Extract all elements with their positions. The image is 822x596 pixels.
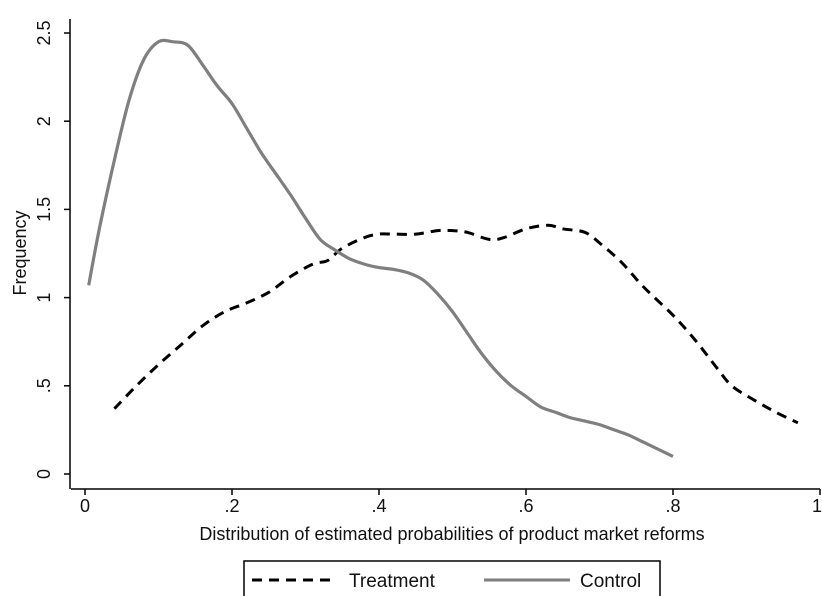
legend-frame [243, 560, 661, 596]
axes: 0 .2 .4 .6 .8 1 0 .5 1 1.5 2 2.5 [34, 19, 822, 516]
legend: Treatment Control [243, 560, 661, 596]
x-tick-label: .6 [518, 496, 533, 516]
x-tick-label: .2 [224, 496, 239, 516]
y-tick-label: .5 [34, 378, 54, 393]
x-tick-label: 1 [812, 496, 822, 516]
y-tick-label: 0 [34, 469, 54, 479]
x-tick-label: .8 [665, 496, 680, 516]
y-tick-label: 2 [34, 116, 54, 126]
x-tick-label: 0 [80, 496, 90, 516]
series-line-treatment [113, 223, 799, 425]
series-line-control [87, 38, 674, 458]
legend-label-treatment: Treatment [349, 571, 436, 592]
legend-label-control: Control [580, 571, 641, 592]
y-tick-label: 2.5 [34, 20, 54, 45]
series-group [87, 38, 799, 458]
y-tick-label: 1.5 [34, 197, 54, 222]
y-axis-label: Frequency [10, 210, 30, 295]
x-axis-label: Distribution of estimated probabilities … [199, 524, 704, 544]
y-tick-label: 1 [34, 293, 54, 303]
x-tick-label: .4 [371, 496, 386, 516]
